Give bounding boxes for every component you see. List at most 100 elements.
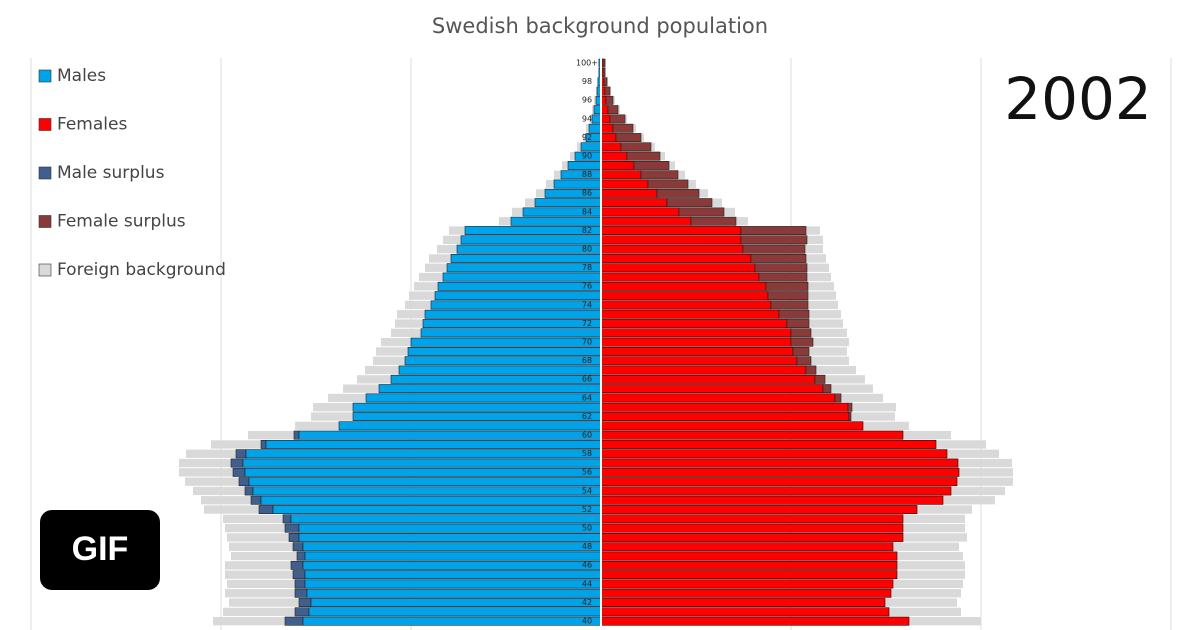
foreign-bar	[596, 86, 597, 96]
female-bar	[600, 319, 788, 328]
age-label: 48	[582, 542, 592, 551]
female-bar	[600, 105, 609, 115]
male-surplus-bar	[260, 439, 267, 449]
male-bar	[304, 570, 602, 580]
female-bar	[600, 300, 772, 310]
age-label: 100+	[576, 59, 598, 68]
foreign-bar	[660, 152, 665, 161]
foreign-bar	[512, 207, 523, 217]
male-bar	[265, 439, 602, 449]
foreign-bar	[959, 468, 1013, 477]
foreign-bar	[311, 412, 353, 421]
foreign-bar	[625, 114, 627, 124]
female-surplus-bar	[740, 235, 808, 245]
foreign-bar	[313, 403, 353, 412]
age-label: 54	[582, 486, 592, 495]
male-surplus-bar	[235, 449, 247, 459]
male-bar	[365, 393, 602, 403]
age-label: 92	[582, 133, 592, 142]
male-bar	[450, 254, 602, 263]
foreign-bar	[562, 161, 568, 170]
male-surplus-bar	[282, 514, 292, 524]
age-label: 98	[582, 77, 592, 86]
female-surplus-bar	[607, 105, 619, 115]
foreign-bar	[903, 533, 967, 542]
male-surplus-bar	[290, 560, 304, 570]
male-bar	[390, 374, 602, 384]
foreign-bar	[947, 449, 999, 458]
male-surplus-bar	[232, 467, 246, 477]
female-bar	[600, 467, 960, 477]
foreign-bar	[893, 579, 963, 589]
foreign-bar	[851, 412, 895, 421]
female-bar	[600, 570, 898, 580]
foreign-bar	[405, 300, 431, 310]
foreign-bar	[610, 86, 611, 96]
male-bar	[534, 198, 602, 208]
male-bar	[420, 328, 602, 338]
female-bar	[600, 161, 635, 170]
male-bar	[298, 430, 602, 440]
male-surplus-bar	[298, 598, 312, 608]
foreign-bar	[449, 226, 465, 235]
foreign-bar	[328, 393, 366, 403]
male-surplus-bar	[284, 616, 304, 626]
foreign-bar	[893, 542, 959, 551]
foreign-bar	[957, 477, 1013, 486]
age-label: 68	[582, 356, 592, 365]
age-label: 62	[582, 412, 592, 421]
age-label: 88	[582, 170, 592, 179]
foreign-bar	[343, 384, 379, 393]
foreign-bar	[736, 217, 748, 226]
foreign-bar	[546, 179, 554, 189]
foreign-bar	[373, 356, 405, 365]
female-bar	[600, 579, 894, 589]
male-surplus-bar	[292, 542, 304, 552]
age-labels: 100+ 98 96 94 92 90 88 86 84 82 80 78 76 74 72 70 68 66 64…	[576, 59, 598, 626]
foreign-bar	[936, 440, 986, 449]
legend-label: Males	[57, 66, 106, 86]
female-surplus-bar	[604, 86, 611, 96]
foreign-bar	[943, 496, 995, 505]
female-surplus-bar	[612, 123, 634, 133]
female-bar	[600, 523, 904, 533]
female-bar	[600, 384, 824, 394]
foreign-bar	[811, 356, 849, 365]
male-bar	[553, 179, 602, 189]
female-surplus-bar	[690, 216, 737, 226]
foreign-bar	[594, 96, 596, 105]
female-bar	[600, 198, 668, 208]
foreign-bar	[852, 403, 896, 412]
age-label: 66	[582, 375, 592, 384]
female-bar	[600, 309, 780, 319]
foreign-bar	[863, 421, 909, 430]
male-bar	[352, 402, 602, 412]
foreign-bar	[618, 105, 620, 114]
foreign-bar	[897, 570, 965, 579]
male-bar	[298, 532, 602, 542]
female-bar	[600, 598, 886, 608]
age-label: 84	[582, 207, 592, 216]
foreign-bar	[816, 365, 856, 375]
foreign-bar	[227, 533, 289, 542]
foreign-bar	[425, 263, 447, 272]
foreign-bar	[409, 291, 435, 300]
female-bar	[600, 235, 742, 245]
foreign-bar	[897, 561, 965, 570]
female-bar	[600, 263, 756, 273]
female-bar	[600, 458, 959, 468]
foreign-bar	[376, 347, 408, 356]
female-surplus-bar	[609, 114, 626, 124]
age-label: 46	[582, 561, 592, 570]
female-surplus-bar	[666, 198, 713, 208]
male-bar	[460, 235, 602, 245]
foreign-bar	[225, 589, 295, 598]
female-surplus-bar	[602, 68, 606, 77]
legend-label: Female surplus	[57, 212, 186, 232]
female-surplus-bar	[605, 95, 614, 105]
male-bar	[410, 337, 602, 347]
foreign-bar	[897, 551, 963, 561]
male-bar	[588, 123, 602, 133]
foreign-bar	[831, 384, 873, 393]
